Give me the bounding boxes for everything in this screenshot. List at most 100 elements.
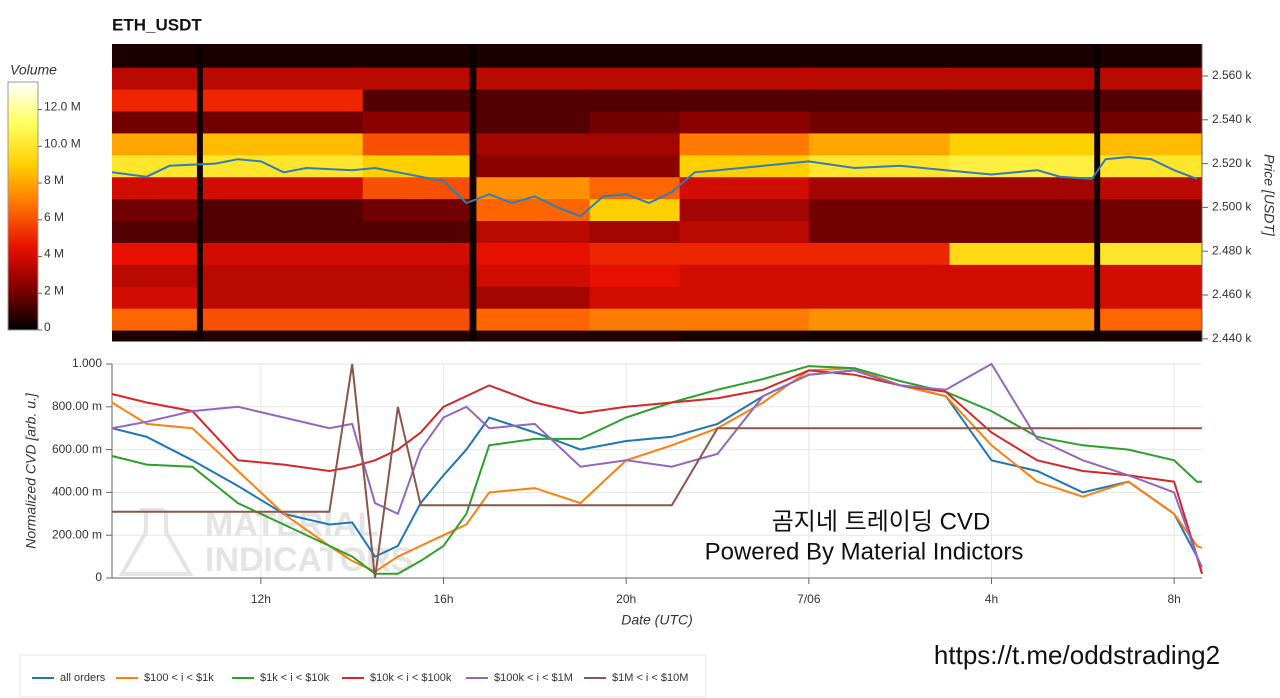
- heat-cell: [469, 242, 477, 265]
- heat-cell: [808, 242, 950, 265]
- heat-cell: [808, 67, 950, 90]
- heat-cell: [196, 89, 204, 112]
- heat-cell: [196, 176, 204, 200]
- heat-cell: [196, 67, 204, 90]
- colorbar-label: Volume: [10, 62, 57, 78]
- heat-cell: [476, 330, 591, 342]
- heat-cell: [1100, 44, 1203, 68]
- heat-cell: [362, 89, 471, 112]
- colorbar-tick-label: 10.0 M: [44, 136, 81, 150]
- heat-cell: [589, 67, 681, 90]
- heat-cell: [196, 220, 204, 243]
- x-tick-label: 8h: [1167, 592, 1180, 606]
- heat-cell: [202, 154, 364, 178]
- heat-cell: [1100, 111, 1203, 134]
- heat-cell: [112, 198, 198, 222]
- heat-cell: [112, 330, 198, 342]
- colorbar-tick-label: 12.0 M: [44, 100, 81, 114]
- heat-cell: [476, 89, 591, 112]
- heat-cell: [1100, 132, 1203, 156]
- heat-cell: [202, 44, 364, 68]
- heat-cell: [1100, 67, 1203, 90]
- heat-cell: [202, 286, 364, 309]
- heat-cell: [476, 286, 591, 309]
- heat-cell: [112, 308, 198, 331]
- heat-cell: [1100, 198, 1203, 222]
- colorbar-tick-label: 0: [44, 320, 51, 334]
- heat-cell: [949, 264, 1095, 287]
- heat-cell: [1100, 308, 1203, 331]
- x-tick-label: 4h: [985, 592, 998, 606]
- heat-cell: [679, 264, 810, 287]
- heat-cell: [808, 220, 950, 243]
- heat-cell: [589, 132, 681, 156]
- legend-label: $100 < i < $1k: [144, 672, 214, 684]
- heat-cell: [679, 67, 810, 90]
- heat-cell: [679, 132, 810, 156]
- heat-cell: [808, 330, 950, 342]
- heat-cell: [469, 264, 477, 287]
- heat-cell: [949, 67, 1095, 90]
- heat-cell: [469, 44, 477, 68]
- heat-cell: [362, 44, 471, 68]
- heat-cell: [679, 111, 810, 134]
- heat-cell: [949, 308, 1095, 331]
- y-tick-label: 400.00 m: [52, 485, 102, 499]
- heat-cell: [469, 308, 477, 331]
- series-line: [111, 369, 1203, 574]
- heat-cell: [1100, 286, 1203, 309]
- colorbar-tick-label: 4 M: [44, 247, 64, 261]
- heat-cell: [679, 154, 810, 178]
- heat-cell: [196, 264, 204, 287]
- y-tick-label: 2.520 k: [1212, 156, 1252, 170]
- heat-cell: [362, 330, 471, 342]
- heat-cell: [202, 111, 364, 134]
- price-line: [111, 155, 1198, 218]
- heat-cell: [362, 242, 471, 265]
- heat-cell: [202, 264, 364, 287]
- heat-cell: [112, 286, 198, 309]
- heat-cell: [949, 220, 1095, 243]
- heat-cell: [202, 242, 364, 265]
- heat-cell: [112, 264, 198, 287]
- heat-cell: [589, 308, 681, 331]
- legend-label: $100k < i < $1M: [494, 672, 573, 684]
- heat-cell: [362, 67, 471, 90]
- heat-cell: [949, 89, 1095, 112]
- heat-cell: [679, 242, 810, 265]
- heat-cell: [202, 220, 364, 243]
- heat-cell: [949, 286, 1095, 309]
- heat-cell: [589, 198, 681, 222]
- heat-cell: [362, 198, 471, 222]
- heat-cell: [476, 198, 591, 222]
- series-line: [111, 369, 1203, 574]
- heat-cell: [808, 132, 950, 156]
- heat-cell: [476, 154, 591, 178]
- heat-cell: [469, 154, 477, 178]
- x-axis-label: Date (UTC): [621, 612, 693, 628]
- heat-cell: [202, 198, 364, 222]
- heat-cell: [679, 308, 810, 331]
- legend-label: $1M < i < $10M: [612, 672, 688, 684]
- heat-cell: [1100, 89, 1203, 112]
- heat-cell: [679, 89, 810, 112]
- heat-cell: [1100, 264, 1203, 287]
- heat-cell: [469, 198, 477, 222]
- annotation: 곰지네 트레이딩 CVD: [772, 508, 991, 535]
- heat-cell: [1100, 330, 1203, 342]
- heat-cell: [469, 132, 477, 156]
- heat-cell: [1094, 264, 1101, 287]
- chart-title: ETH_USDT: [112, 15, 202, 34]
- heat-cell: [1094, 220, 1101, 243]
- colorbar: [7, 81, 39, 331]
- heat-cell: [469, 220, 477, 243]
- y-tick-label: 600.00 m: [52, 442, 102, 456]
- y-tick-label: 2.480 k: [1212, 243, 1252, 257]
- heat-cell: [1094, 308, 1101, 331]
- series-line: [111, 362, 1203, 568]
- watermark-icon: [118, 508, 194, 576]
- heat-cell: [476, 176, 591, 200]
- heat-cell: [1100, 176, 1203, 200]
- heat-cell: [112, 89, 198, 112]
- heat-cell: [1100, 242, 1203, 265]
